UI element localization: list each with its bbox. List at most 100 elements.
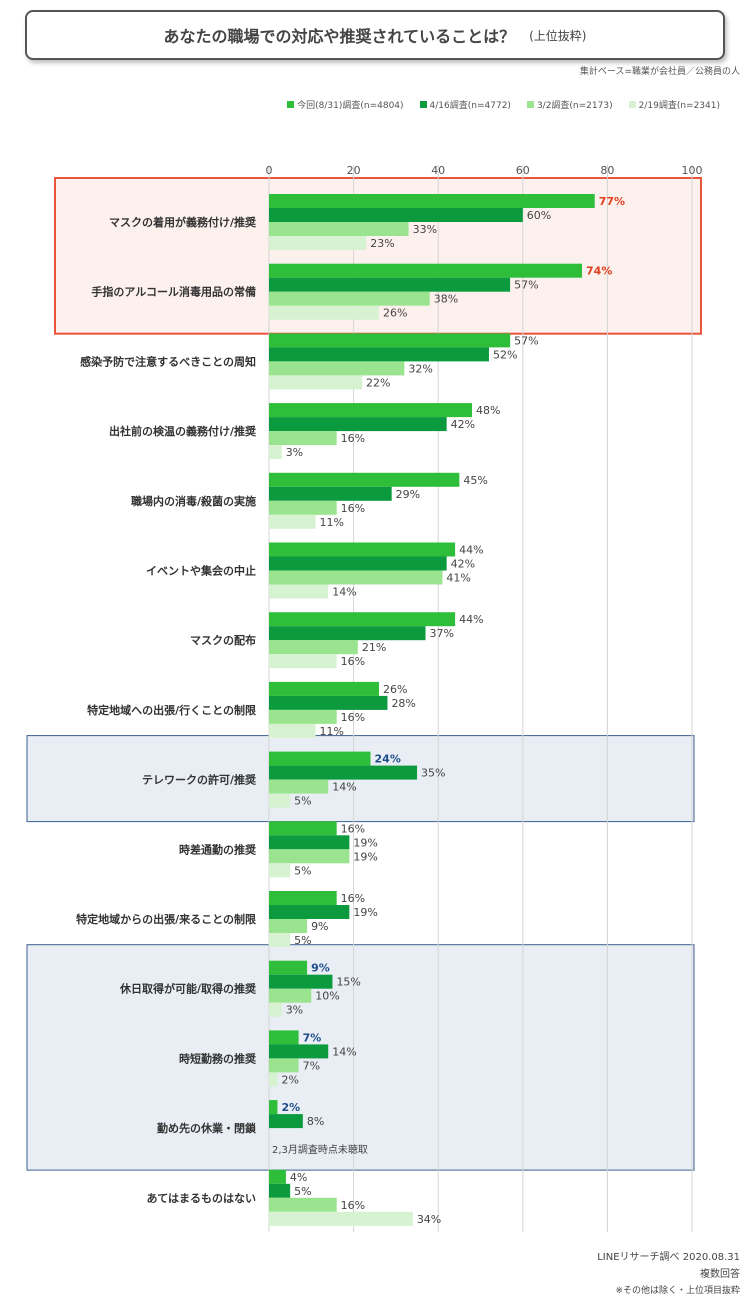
data-label-5-3: 14% xyxy=(332,586,356,599)
legend-item-1: 4/16調査(n=4772) xyxy=(419,98,511,111)
legend-item-2: 3/2調査(n=2173) xyxy=(526,98,613,111)
bar-0-3 xyxy=(269,236,367,250)
legend-label-0: 今回(8/31)調査(n=4804) xyxy=(297,101,404,111)
bar-4-3 xyxy=(269,514,316,529)
data-label-6-0: 44% xyxy=(459,613,483,626)
data-label-2-2: 32% xyxy=(408,362,432,375)
bar-3-1 xyxy=(269,417,447,432)
bar-7-1 xyxy=(269,695,388,710)
bar-10-2 xyxy=(269,919,308,933)
bar-7-3 xyxy=(269,723,316,738)
legend-item-3: 2/19調査(n=2341) xyxy=(628,98,720,111)
x-tick-label-40: 40 xyxy=(431,164,445,177)
data-label-9-1: 19% xyxy=(353,836,377,849)
data-label-4-0: 45% xyxy=(463,474,487,487)
bar-8-3 xyxy=(269,793,291,808)
bar-8-2 xyxy=(269,779,329,794)
data-label-11-3: 3% xyxy=(286,1004,303,1017)
data-label-14-3: 34% xyxy=(417,1213,441,1226)
bar-7-2 xyxy=(269,709,337,724)
data-label-4-3: 11% xyxy=(320,516,344,529)
category-label-11: 休日取得が可能/取得の推奨 xyxy=(119,982,257,996)
bar-9-0 xyxy=(269,821,337,836)
bar-11-0 xyxy=(269,960,308,975)
legend-swatch-2 xyxy=(526,101,534,108)
bar-6-2 xyxy=(269,640,358,655)
data-label-11-1: 15% xyxy=(336,976,360,989)
category-label-9: 時差通勤の推奨 xyxy=(179,842,257,856)
data-label-9-0: 16% xyxy=(341,822,365,835)
bar-10-1 xyxy=(269,905,350,919)
legend-swatch-1 xyxy=(419,101,427,108)
data-label-5-0: 44% xyxy=(459,544,483,557)
bar-12-2 xyxy=(269,1058,299,1073)
bar-5-3 xyxy=(269,584,329,599)
bar-2-3 xyxy=(269,375,363,390)
data-label-8-0: 24% xyxy=(375,753,401,766)
data-label-2-0: 57% xyxy=(514,334,538,347)
data-label-7-0: 26% xyxy=(383,683,407,696)
bar-1-0 xyxy=(269,263,583,278)
data-label-10-2: 9% xyxy=(311,920,328,933)
x-tick-label-20: 20 xyxy=(347,164,361,177)
data-label-5-1: 42% xyxy=(451,558,475,571)
bar-13-0 xyxy=(269,1100,278,1115)
sample-base-note: 集計ベース=職業が会社員／公務員の人 xyxy=(579,67,740,77)
data-label-8-2: 14% xyxy=(332,781,356,794)
legend-item-0: 今回(8/31)調査(n=4804) xyxy=(287,98,404,111)
bar-10-3 xyxy=(269,933,291,947)
data-label-6-3: 16% xyxy=(341,655,365,668)
data-label-0-0: 77% xyxy=(599,195,625,208)
bar-8-1 xyxy=(269,765,418,780)
bar-0-2 xyxy=(269,222,409,236)
data-label-1-1: 57% xyxy=(514,279,538,292)
x-tick-label-100: 100 xyxy=(682,164,703,177)
bar-11-2 xyxy=(269,988,312,1003)
footnote: ※その他は除く・上位項目抜粋 xyxy=(615,1286,740,1296)
category-label-1: 手指のアルコール消毒用品の常備 xyxy=(91,285,256,299)
x-tick-label-60: 60 xyxy=(516,164,530,177)
data-label-3-0: 48% xyxy=(476,404,500,417)
category-label-5: イベントや集会の中止 xyxy=(146,564,256,578)
data-label-12-0: 7% xyxy=(303,1031,322,1044)
legend-swatch-0 xyxy=(287,101,295,108)
data-label-12-1: 14% xyxy=(332,1045,356,1058)
bar-6-1 xyxy=(269,626,426,641)
category-label-2: 感染予防で注意するべきことの周知 xyxy=(80,354,256,368)
bar-6-0 xyxy=(269,612,456,627)
category-label-0: マスクの着用が義務付け/推奨 xyxy=(109,215,257,229)
bar-4-1 xyxy=(269,486,392,501)
bar-4-0 xyxy=(269,472,460,487)
bar-13-1 xyxy=(269,1114,303,1129)
bar-0-0 xyxy=(269,194,595,208)
data-label-2-1: 52% xyxy=(493,348,517,361)
bar-14-0 xyxy=(269,1169,286,1184)
chart-subtitle: (上位抜粋) xyxy=(529,28,587,43)
bar-5-0 xyxy=(269,542,456,557)
bar-6-3 xyxy=(269,654,337,669)
data-label-14-2: 16% xyxy=(341,1199,365,1212)
data-label-4-2: 16% xyxy=(341,502,365,515)
bar-1-2 xyxy=(269,291,430,306)
data-label-8-3: 5% xyxy=(294,795,311,808)
bar-2-1 xyxy=(269,347,489,362)
category-label-10: 特定地域からの出張/来ることの制限 xyxy=(76,912,256,926)
bar-9-3 xyxy=(269,863,291,878)
bar-7-0 xyxy=(269,681,379,696)
chart-title: あなたの職場での対応や推奨されていることは？ xyxy=(163,27,516,46)
bar-9-2 xyxy=(269,849,350,864)
category-label-7: 特定地域への出張/行くことの制限 xyxy=(87,703,256,717)
answer-type-label: 複数回答 xyxy=(700,1269,740,1280)
bar-12-0 xyxy=(269,1030,299,1045)
bar-14-2 xyxy=(269,1197,337,1212)
bar-5-2 xyxy=(269,570,443,585)
data-label-13-0: 2% xyxy=(281,1101,300,1114)
legend-label-1: 4/16調査(n=4772) xyxy=(429,101,511,111)
bar-2-2 xyxy=(269,361,405,376)
data-label-10-1: 19% xyxy=(353,906,377,919)
data-label-8-1: 35% xyxy=(421,767,445,780)
data-label-5-2: 41% xyxy=(446,572,470,585)
data-label-3-1: 42% xyxy=(451,418,475,431)
data-label-12-2: 7% xyxy=(303,1059,320,1072)
